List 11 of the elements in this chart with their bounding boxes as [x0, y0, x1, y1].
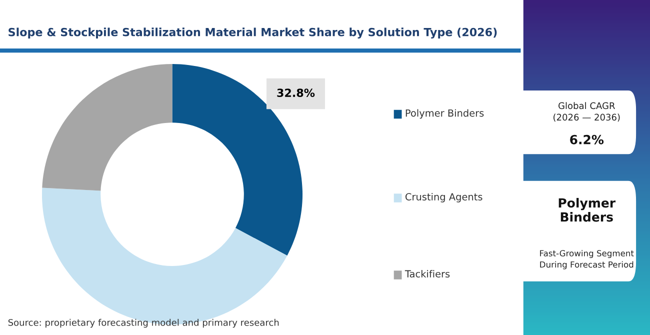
legend-label: Polymer Binders: [406, 109, 484, 119]
legend-label: Tackifiers: [404, 270, 450, 278]
legend-label: Crusting Agents: [405, 192, 482, 202]
text: Polymer Binders: [558, 198, 616, 222]
text: Fast-Growing Segment During Forecast Period: [540, 250, 634, 270]
text: Global CAGR (2026 — 2036): [554, 102, 620, 122]
data-label: 32.8%: [277, 88, 315, 98]
text: 6.2%: [570, 134, 604, 144]
donut-slice: [42, 64, 172, 191]
source-note: Source: proprietary forecasting model and primary research: [8, 318, 279, 328]
chart-title: Slope & Stockpile Stabilization Material Market Share by Solution Type (2026): [8, 28, 497, 39]
